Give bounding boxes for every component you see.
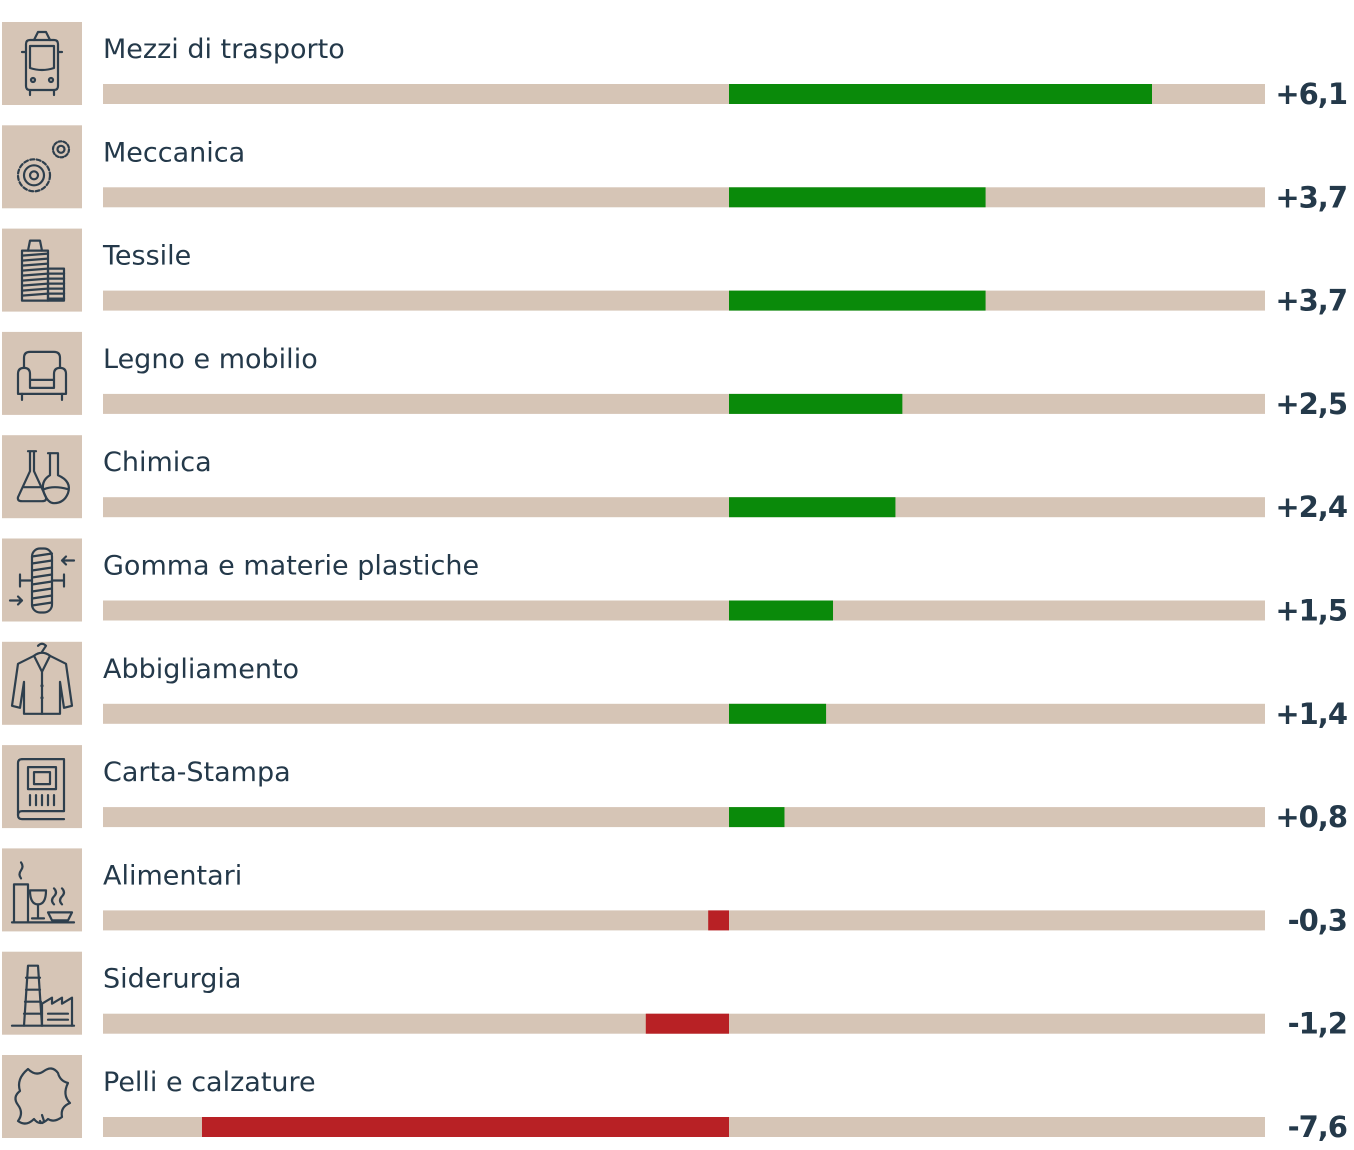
bar-track [103,187,1265,208]
icon-tile [2,1055,82,1138]
value-bar [708,910,729,931]
data-label: +3,7 [1275,180,1347,214]
chart-row: Gomma e materie plastiche +1,5 [2,538,1348,628]
leather-hide-icon [14,1067,72,1125]
bar-track [103,393,1265,414]
data-label: +2,4 [1275,490,1347,524]
data-label: +3,7 [1275,284,1347,318]
data-label: +6,1 [1275,77,1347,111]
bar-track [103,910,1265,931]
chart-row: Tessile +3,7 [2,228,1348,318]
category-label: Mezzi di trasporto [103,34,345,65]
value-bar [729,600,834,621]
icon-tile [2,745,82,829]
chart-row: Chimica +2,4 [2,435,1348,524]
value-bar [729,84,1152,104]
chart-row: Alimentari -0,3 [2,848,1348,937]
icon-tile [2,435,82,519]
gears-icon [16,140,71,193]
icon-tile [2,538,82,622]
category-label: Legno e mobilio [103,344,318,375]
icon-tile [2,331,82,415]
chart-row: Legno e mobilio +2,5 [2,331,1348,421]
category-label: Gomma e materie plastiche [103,551,479,582]
category-label: Tessile [102,241,191,272]
category-label: Abbigliamento [103,654,299,685]
data-label: -1,2 [1288,1007,1347,1041]
value-bar [729,187,986,208]
bar-track [103,703,1265,724]
category-label: Pelli e calzature [103,1067,316,1098]
bar-track [103,497,1265,518]
chart-row: Siderurgia -1,2 [2,951,1348,1041]
data-label: -0,3 [1288,903,1347,937]
data-label: -7,6 [1288,1110,1347,1144]
jacket-icon [10,642,74,715]
value-bar [729,497,896,518]
chart-row: Pelli e calzature -7,6 [2,1055,1348,1144]
chart-row: Mezzi di trasporto +6,1 [2,22,1348,111]
tire-press-icon [8,547,76,614]
chart-row: Abbigliamento +1,4 [2,641,1348,731]
bus-front-icon [20,30,64,97]
category-label: Siderurgia [103,964,241,995]
data-label: +2,5 [1275,387,1347,421]
bar-track [103,807,1265,828]
bar-track [103,290,1265,311]
value-bar [729,290,986,311]
category-label: Chimica [103,447,212,478]
value-bar [645,1013,729,1034]
category-label: Carta-Stampa [103,757,291,788]
value-bar [201,1117,729,1137]
value-bar [729,393,903,414]
category-label: Meccanica [103,137,245,168]
printed-book-icon [16,757,66,821]
data-label: +1,5 [1275,594,1347,628]
value-bar [729,807,785,828]
data-label: +1,4 [1275,697,1347,731]
thread-spool-icon [20,239,66,302]
food-drink-icon [10,861,76,924]
bar-track [103,600,1265,621]
lab-flasks-icon [16,450,70,505]
icon-tile [2,22,82,105]
category-label: Alimentari [103,860,242,891]
factory-chimney-icon [10,964,76,1027]
data-label: +0,8 [1275,800,1347,834]
chart-row: Meccanica +3,7 [2,125,1348,214]
armchair-icon [16,350,68,401]
value-bar [729,703,827,724]
chart-row: Carta-Stampa +0,8 [2,745,1348,834]
icon-tile [2,125,82,209]
